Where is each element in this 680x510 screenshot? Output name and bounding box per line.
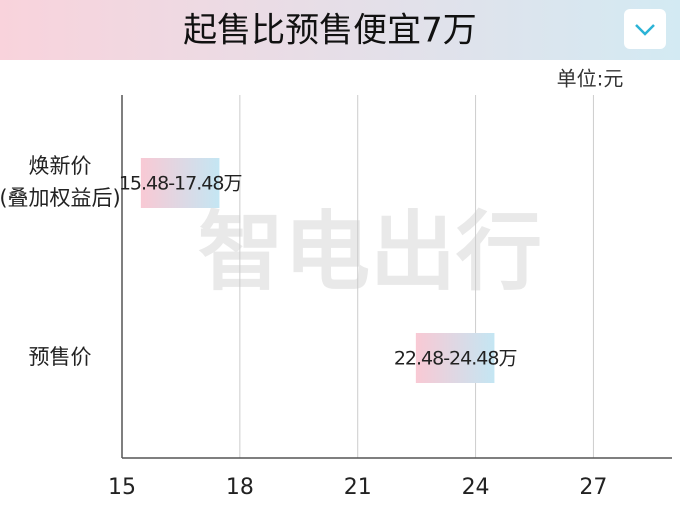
dropdown-button[interactable] (624, 9, 666, 49)
value-label: 15.48-17.48万 (119, 173, 242, 195)
y-tick-label: (叠加权益后) (0, 186, 121, 210)
y-tick-label: 焕新价 (29, 154, 92, 178)
bar (140, 158, 220, 208)
watermark: 智电出行 (198, 202, 542, 302)
title-band (0, 0, 680, 60)
x-tick-label: 18 (226, 475, 254, 500)
value-label: 22.48-24.48万 (394, 348, 517, 370)
bar (415, 333, 495, 383)
x-tick-label: 21 (344, 475, 372, 500)
chart-title: 起售比预售便宜7万 (183, 11, 477, 51)
x-tick-label: 27 (579, 475, 607, 500)
unit-label: 单位:元 (557, 67, 624, 91)
x-tick-label: 24 (462, 475, 490, 500)
y-tick-label: 预售价 (29, 345, 92, 369)
x-tick-label: 15 (108, 475, 136, 500)
